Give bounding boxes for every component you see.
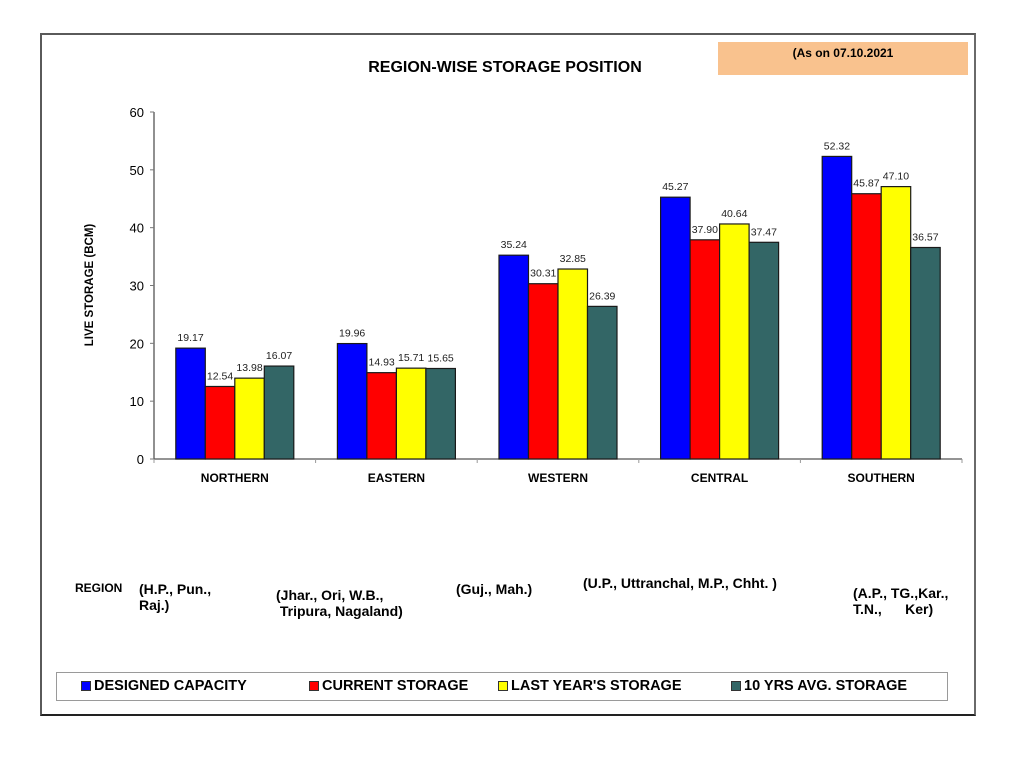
bar-10-yrs-avg-storage-southern [910, 246, 941, 460]
region-desc-central: (U.P., Uttranchal, M.P., Chht. ) [583, 575, 777, 591]
legend-swatch-last-years-storage [498, 681, 508, 691]
x-tick-label-western: WESTERN [528, 471, 588, 485]
data-label: 45.87 [853, 178, 879, 190]
legend-swatch-10-yrs-avg-storage [731, 681, 741, 691]
x-tick-label-central: CENTRAL [691, 471, 748, 485]
bar-last-year-s-storage-eastern [395, 367, 427, 460]
bar-current-storage-northern [204, 385, 236, 460]
data-label: 26.39 [589, 290, 615, 302]
legend: DESIGNED CAPACITY CURRENT STORAGE LAST Y… [56, 672, 948, 701]
region-label: REGION [75, 581, 123, 595]
data-label: 16.07 [266, 350, 292, 362]
bar-10-yrs-avg-storage-central [748, 241, 780, 460]
bar-last-year-s-storage-central [718, 223, 750, 460]
legend-item-10-yrs-avg-storage: 10 YRS AVG. STORAGE [731, 678, 907, 694]
bar-current-storage-central [689, 239, 721, 460]
bar-last-year-s-storage-northern [234, 377, 265, 460]
chart-frame [40, 33, 976, 716]
bar-designed-capacity-central [659, 196, 691, 460]
region-desc-northern: (H.P., Pun., Raj.) [139, 581, 212, 613]
data-label: 32.85 [560, 253, 586, 265]
data-label: 36.57 [912, 232, 938, 244]
bar-10-yrs-avg-storage-northern [263, 365, 295, 460]
y-tick-label: 50 [130, 163, 144, 178]
y-tick-label: 30 [130, 279, 144, 294]
data-label: 52.32 [824, 140, 850, 152]
bar-last-year-s-storage-southern [880, 186, 912, 460]
bar-10-yrs-avg-storage-eastern [425, 367, 456, 460]
data-label: 30.31 [530, 268, 556, 280]
bars [175, 155, 941, 460]
legend-swatch-current-storage [309, 681, 319, 691]
legend-swatch-designed-capacity [81, 681, 91, 691]
bar-current-storage-eastern [366, 372, 397, 460]
data-label: 37.47 [751, 226, 777, 238]
data-label: 37.90 [692, 224, 718, 236]
data-label: 47.10 [883, 171, 909, 183]
legend-label: LAST YEAR'S STORAGE [511, 678, 682, 694]
data-labels: 19.17 19.96 35.24 45.27 52.32 12.54 14.93 30.31… [177, 140, 938, 382]
bar-designed-capacity-western [498, 254, 530, 460]
y-tick-label: 10 [130, 394, 144, 409]
data-label: 35.24 [501, 239, 527, 251]
data-label: 15.65 [428, 352, 454, 364]
legend-item-last-years-storage: LAST YEAR'S STORAGE [498, 678, 682, 694]
x-tick-label-northern: NORTHERN [201, 471, 269, 485]
x-tick-label-southern: SOUTHERN [848, 471, 915, 485]
data-label: 19.96 [339, 328, 365, 340]
data-label: 19.17 [177, 332, 203, 344]
y-tick-label: 0 [137, 452, 144, 467]
bar-designed-capacity-northern [175, 347, 206, 460]
data-label: 40.64 [721, 208, 747, 220]
chart-title: REGION-WISE STORAGE POSITION [368, 59, 642, 76]
bar-last-year-s-storage-western [557, 268, 589, 460]
region-desc-eastern: (Jhar., Ori, W.B., Tripura, Nagaland) [276, 587, 403, 619]
data-label: 14.93 [369, 357, 395, 369]
bar-10-yrs-avg-storage-western [586, 305, 618, 460]
bar-designed-capacity-eastern [336, 342, 368, 460]
region-desc-southern: (A.P., TG.,Kar., T.N., Ker) [853, 585, 949, 617]
data-label: 45.27 [662, 181, 688, 193]
x-tick-label-eastern: EASTERN [368, 471, 425, 485]
y-tick-label: 20 [130, 336, 144, 351]
data-label: 15.71 [398, 352, 424, 364]
region-desc-western: (Guj., Mah.) [456, 581, 533, 597]
legend-label: CURRENT STORAGE [322, 678, 469, 694]
y-tick-label: 40 [130, 221, 144, 236]
legend-item-current-storage: CURRENT STORAGE [309, 678, 468, 694]
bar-designed-capacity-southern [821, 155, 853, 460]
data-label: 12.54 [207, 370, 233, 382]
date-note-box: (As on 07.10.2021 [718, 42, 968, 75]
data-label: 13.98 [236, 362, 262, 374]
legend-item-designed-capacity: DESIGNED CAPACITY [81, 678, 247, 694]
date-note: (As on 07.10.2021 [792, 46, 894, 60]
y-tick-label: 60 [130, 105, 144, 120]
bar-current-storage-southern [851, 193, 882, 460]
bar-current-storage-western [527, 283, 559, 460]
legend-label: DESIGNED CAPACITY [94, 678, 247, 694]
legend-label: 10 YRS AVG. STORAGE [744, 678, 908, 694]
